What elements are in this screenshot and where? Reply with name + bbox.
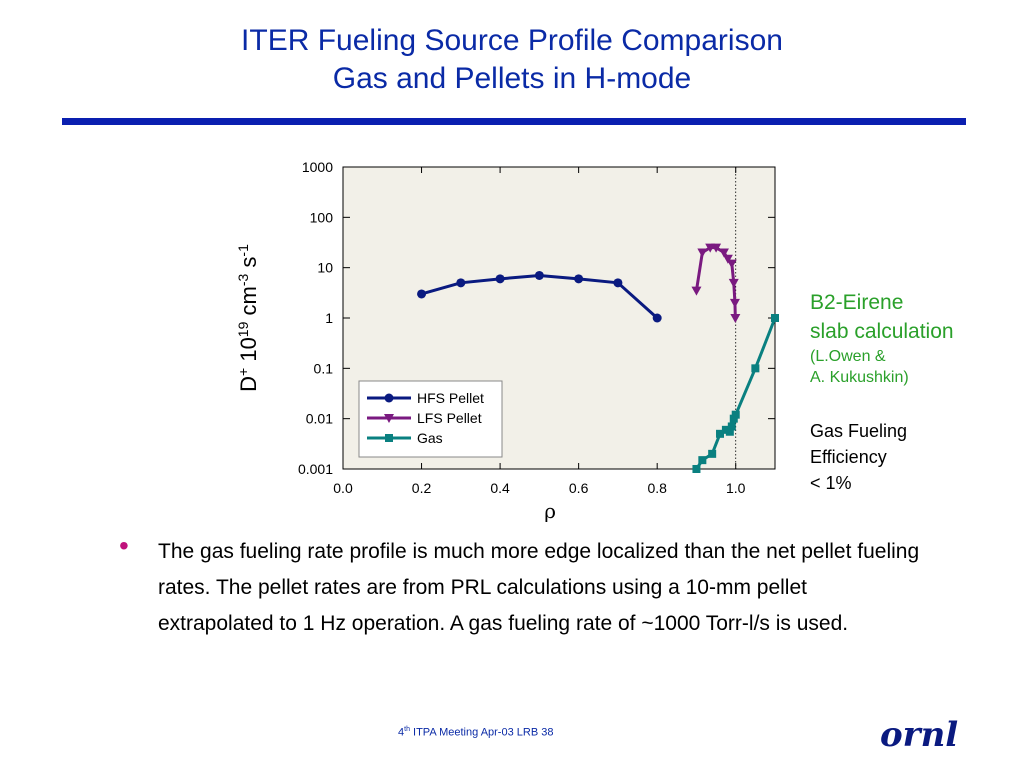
authors-line-2: A. Kukushkin) bbox=[810, 369, 909, 386]
footer-ordinal: 4 bbox=[398, 726, 405, 739]
authors-line-1: (L.Owen & bbox=[810, 348, 886, 365]
footer: 4th ITPA Meeting Apr-03 LRB 38 bbox=[398, 726, 553, 739]
x-axis-label: ρ bbox=[544, 499, 556, 523]
x-tick-label: 0.4 bbox=[490, 480, 510, 496]
footer-sup: th bbox=[404, 726, 410, 733]
data-point-gas bbox=[731, 410, 740, 419]
y-axis-label-part: -1 bbox=[235, 244, 251, 257]
data-point-lfs-pellet bbox=[728, 278, 739, 288]
data-point-lfs-pellet bbox=[729, 298, 740, 308]
x-tick-label: 0.6 bbox=[569, 480, 589, 496]
data-point-hfs-pellet bbox=[456, 278, 466, 288]
title-line-2: Gas and Pellets in H-mode bbox=[332, 62, 692, 95]
y-axis-label-part: s bbox=[236, 257, 261, 274]
y-axis-label-part: cm bbox=[236, 286, 261, 321]
y-tick-label: 10 bbox=[317, 260, 333, 276]
y-axis-label-part: + bbox=[235, 368, 251, 376]
data-point-hfs-pellet bbox=[613, 278, 623, 288]
chart: 0.0 0.2 0.4 0.6 0.8 1.0 1000 100 10 1 0.1 0.01 0.001… bbox=[235, 159, 779, 523]
bullet-icon: • bbox=[119, 530, 129, 561]
data-point-lfs-pellet bbox=[691, 286, 702, 296]
y-tick-label: 100 bbox=[310, 209, 334, 225]
y-tick-label: 0.1 bbox=[314, 360, 334, 376]
title-underline bbox=[62, 118, 966, 125]
y-tick-label: 1000 bbox=[302, 159, 333, 175]
data-point-hfs-pellet bbox=[652, 313, 662, 323]
x-tick-label: 0.2 bbox=[412, 480, 432, 496]
y-axis-label-part: 10 bbox=[236, 337, 261, 368]
data-point-hfs-pellet bbox=[495, 274, 505, 284]
data-point-hfs-pellet bbox=[574, 274, 584, 284]
data-point-gas bbox=[692, 465, 701, 473]
x-tick-label: 0.0 bbox=[333, 480, 353, 496]
authors-note: (L.Owen & A. Kukushkin) bbox=[810, 346, 909, 388]
data-point-hfs-pellet bbox=[534, 270, 544, 280]
data-point-lfs-pellet bbox=[730, 314, 741, 323]
data-point-lfs-pellet bbox=[722, 254, 733, 264]
eff-line-2: Efficiency bbox=[810, 447, 887, 467]
data-point-gas bbox=[716, 429, 725, 438]
data-point-hfs-pellet bbox=[417, 289, 427, 299]
eff-line-3: < 1% bbox=[810, 473, 852, 493]
title-line-1: ITER Fueling Source Profile Comparison bbox=[241, 24, 783, 57]
legend-marker bbox=[384, 414, 394, 423]
data-point-gas bbox=[698, 456, 707, 465]
y-tick-label: 0.01 bbox=[306, 411, 333, 427]
legend-label: LFS Pellet bbox=[417, 410, 482, 426]
y-tick-label: 1 bbox=[325, 310, 333, 326]
data-point-lfs-pellet bbox=[726, 259, 737, 269]
legend-marker bbox=[385, 434, 393, 442]
data-point-lfs-pellet bbox=[697, 248, 708, 258]
legend-label: HFS Pellet bbox=[417, 390, 484, 406]
data-point-lfs-pellet bbox=[718, 248, 729, 258]
data-point-gas bbox=[727, 422, 736, 431]
y-axis-label-part: 19 bbox=[235, 321, 251, 337]
ornl-logo-icon: ornl bbox=[880, 715, 958, 754]
data-point-gas bbox=[751, 364, 760, 373]
legend-marker bbox=[384, 393, 394, 403]
legend-label: Gas bbox=[417, 430, 443, 446]
b2-line-2: slab calculation bbox=[810, 320, 954, 343]
b2-line-1: B2-Eirene bbox=[810, 291, 904, 314]
b2-eirene-note: B2-Eirene slab calculation bbox=[810, 288, 954, 346]
efficiency-note: Gas Fueling Efficiency < 1% bbox=[810, 418, 907, 496]
data-point-gas bbox=[708, 449, 717, 458]
y-tick-label: 0.001 bbox=[298, 461, 333, 477]
y-axis-label-part: -3 bbox=[235, 274, 251, 287]
y-axis-label: D+ 1019 cm-3 s-1 bbox=[235, 244, 261, 392]
eff-line-1: Gas Fueling bbox=[810, 421, 908, 441]
y-axis-label-part: D bbox=[236, 376, 261, 392]
x-tick-label: 0.8 bbox=[647, 480, 667, 496]
data-point-gas bbox=[725, 427, 734, 436]
data-point-lfs-pellet bbox=[711, 243, 722, 253]
x-tick-label: 1.0 bbox=[726, 480, 746, 496]
data-point-gas bbox=[771, 314, 779, 322]
bullet-text: The gas fueling rate profile is much mor… bbox=[158, 540, 920, 635]
footer-rest: ITPA Meeting Apr-03 LRB 38 bbox=[409, 726, 554, 739]
logo-text: ornl bbox=[880, 715, 958, 754]
